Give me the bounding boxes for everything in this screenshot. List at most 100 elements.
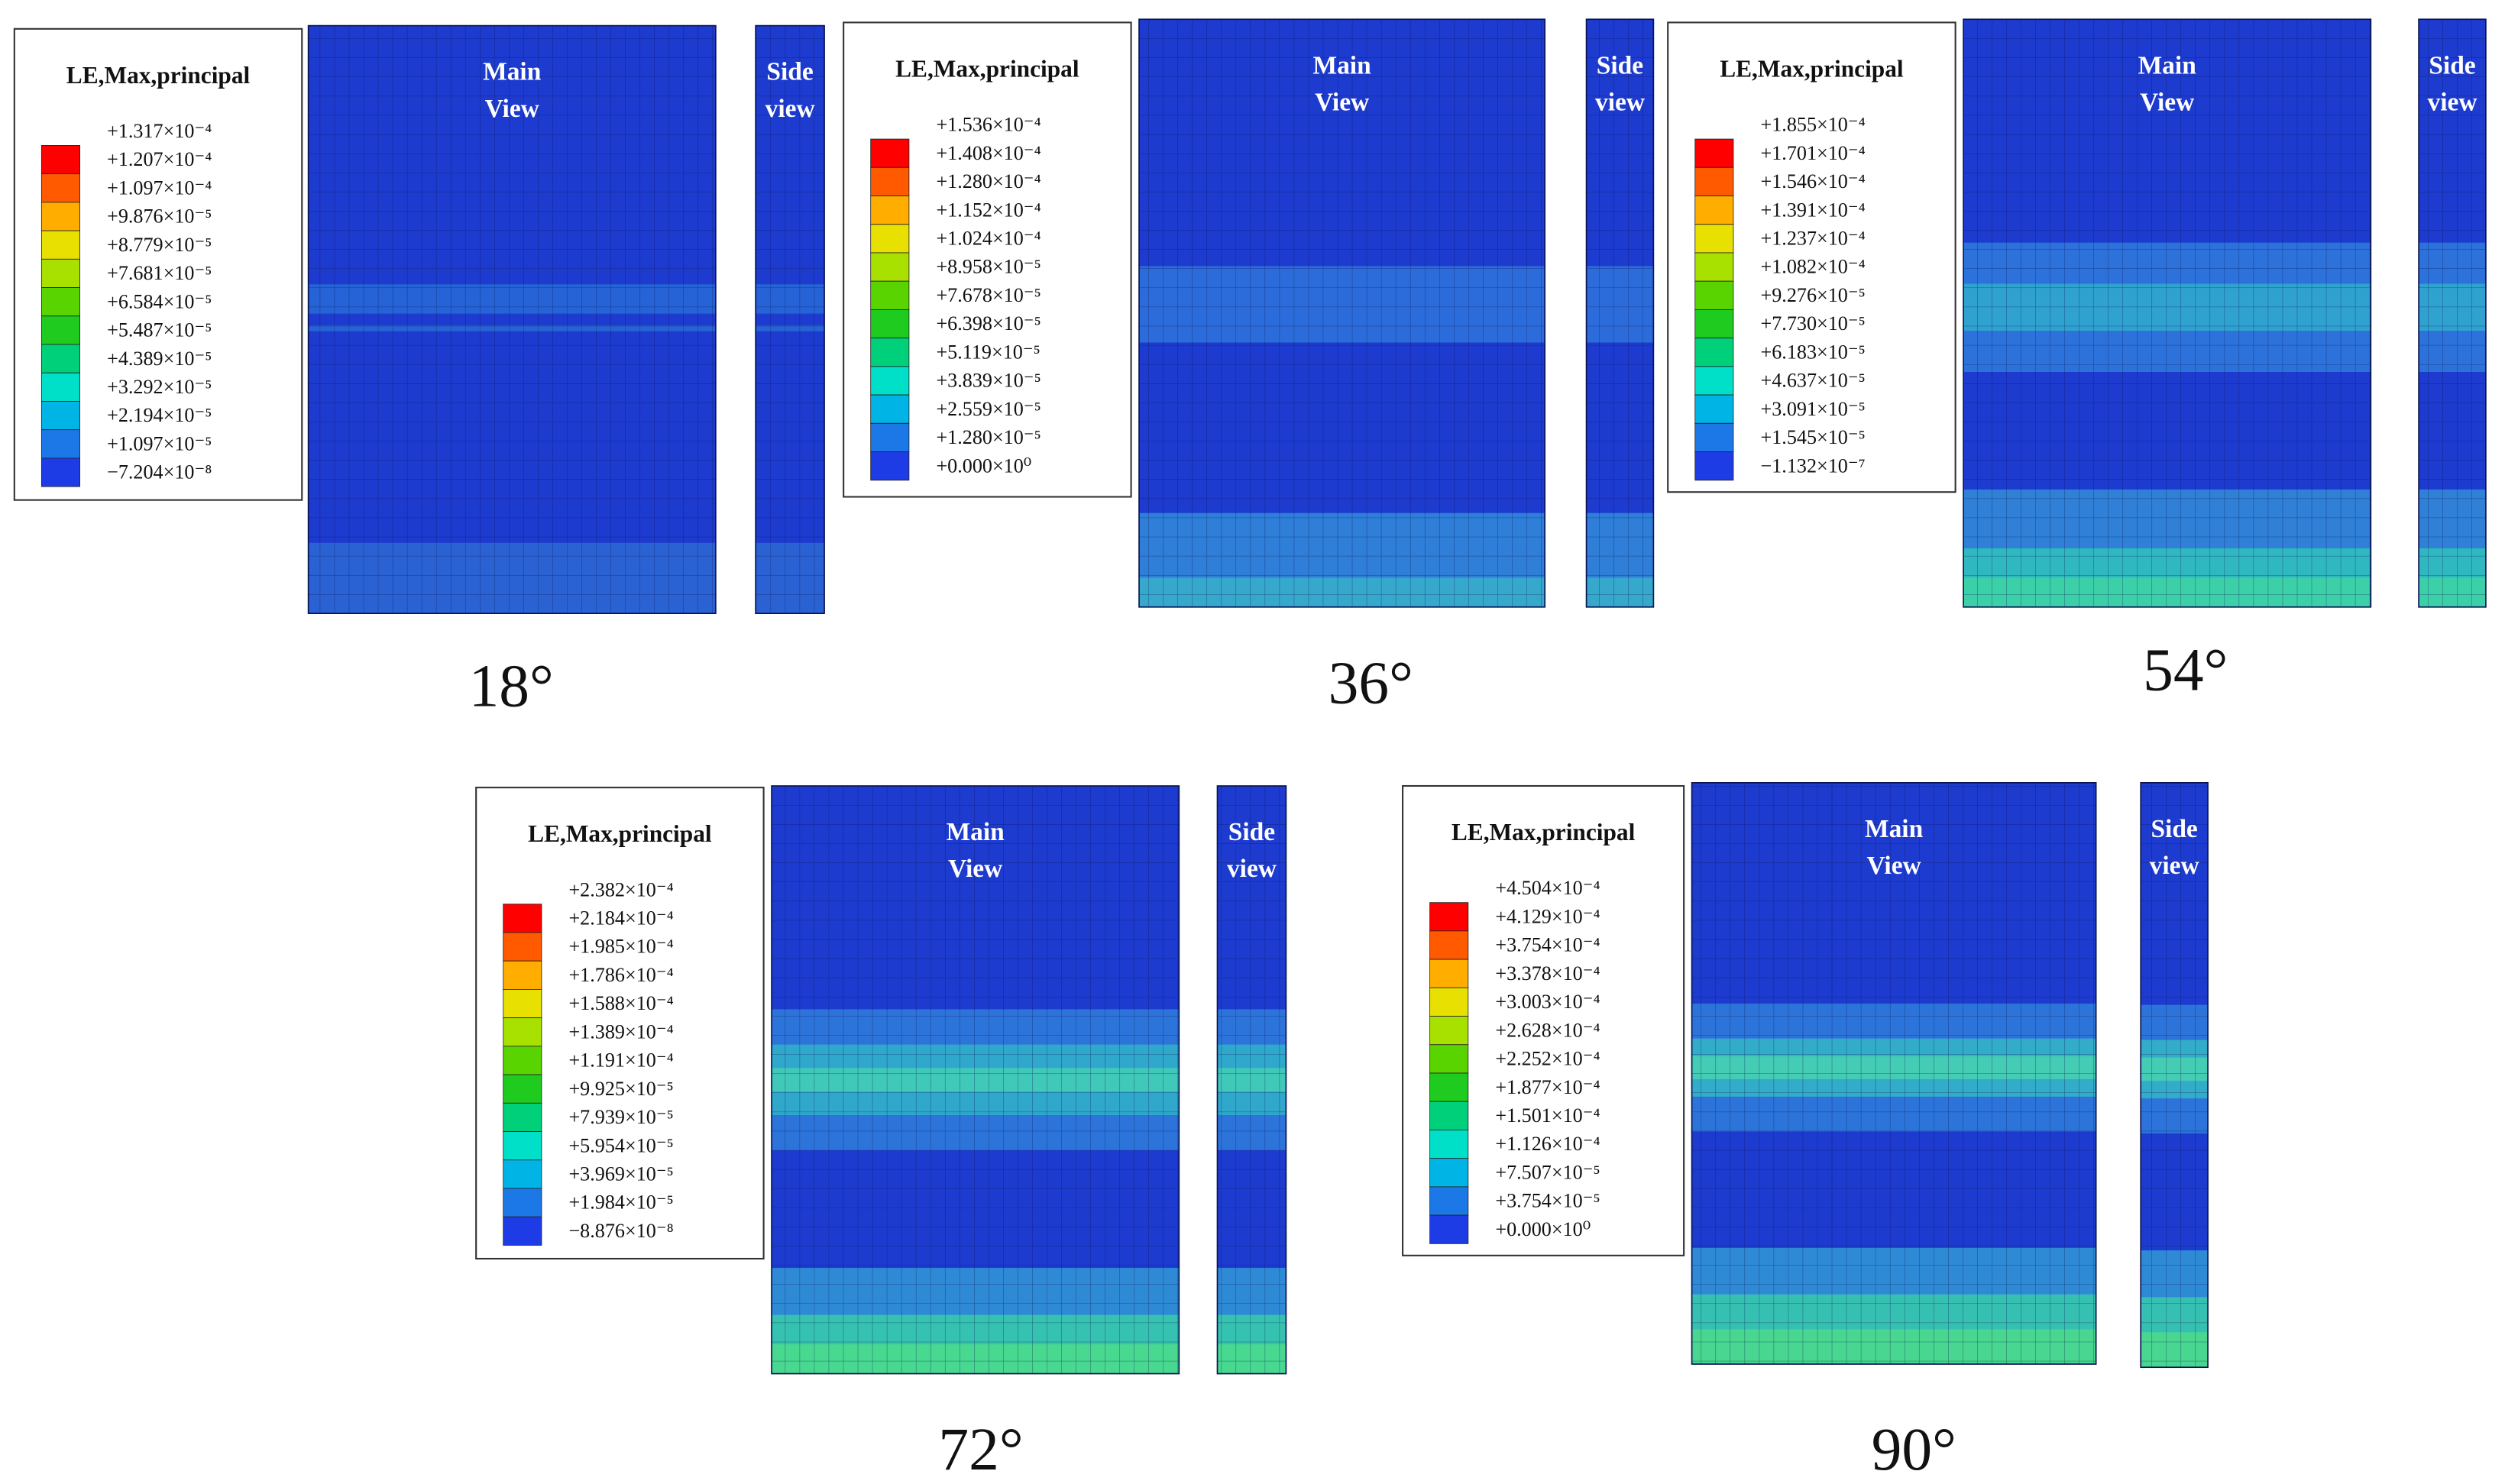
legend-swatch	[1694, 309, 1734, 339]
legend-title: LE,Max,principal	[528, 820, 712, 847]
legend-swatch	[1694, 224, 1734, 254]
legend-swatch	[1694, 138, 1734, 168]
side-view-label: Side	[2151, 815, 2197, 843]
legend-label: +7.678×10⁻⁵	[936, 284, 1041, 306]
legend-label: +1.389×10⁻⁴	[568, 1020, 673, 1043]
legend-swatch	[1694, 280, 1734, 310]
legend-title: LE,Max,principal	[1720, 56, 1904, 82]
legend-label: +1.097×10⁻⁵	[107, 432, 212, 454]
legend-label: +1.237×10⁻⁴	[1761, 228, 1866, 250]
legend-label: +1.501×10⁻⁴	[1495, 1104, 1600, 1127]
legend-swatch	[40, 315, 80, 345]
legend-label: +2.382×10⁻⁴	[568, 878, 673, 900]
legend-label: +9.925×10⁻⁵	[568, 1078, 673, 1100]
legend-swatch	[40, 230, 80, 260]
legend-swatch	[870, 309, 910, 339]
main-view-label: View	[485, 95, 539, 123]
legend-label: +1.408×10⁻⁴	[936, 142, 1041, 164]
main-view-label: Main	[2138, 51, 2197, 79]
legend-label: +1.207×10⁻⁴	[107, 148, 212, 170]
legend-swatch	[870, 394, 910, 424]
legend-swatch	[40, 202, 80, 231]
panel: LE,Max,principal +4.504×10⁻⁴ +4.129×10⁻⁴ +3…	[1402, 781, 2209, 1483]
mesh	[307, 24, 717, 614]
legend-title: LE,Max,principal	[66, 62, 251, 89]
legend-label: +1.152×10⁻⁴	[936, 199, 1041, 221]
main-view-label: Main	[483, 58, 542, 86]
legend-swatch	[1694, 338, 1734, 367]
mesh	[2140, 781, 2209, 1369]
legend-label: +1.984×10⁻⁵	[568, 1191, 673, 1214]
legend-label: +1.786×10⁻⁴	[568, 964, 673, 986]
legend-label: +6.183×10⁻⁵	[1761, 341, 1866, 363]
legend-swatch	[40, 344, 80, 373]
legend-swatch	[1694, 252, 1734, 282]
legend-swatch	[40, 372, 80, 402]
mesh	[771, 785, 1180, 1375]
legend-label: +9.876×10⁻⁵	[107, 205, 212, 228]
legend-swatch	[1694, 366, 1734, 396]
legend-label: +3.754×10⁻⁵	[1495, 1190, 1600, 1212]
legend-label: +4.129×10⁻⁴	[1495, 905, 1600, 927]
legend-swatch	[40, 401, 80, 431]
legend-swatch	[40, 173, 80, 203]
legend-label: +2.628×10⁻⁴	[1495, 1019, 1600, 1041]
panel: LE,Max,principal +1.536×10⁻⁴ +1.408×10⁻⁴ +1…	[843, 18, 1655, 716]
mesh	[1691, 781, 2097, 1365]
legend-label: +4.389×10⁻⁵	[107, 348, 212, 370]
legend-label: +0.000×10⁰	[1495, 1218, 1591, 1240]
legend-swatch	[503, 1188, 542, 1217]
mesh	[1138, 18, 1546, 608]
legend-swatch	[503, 1102, 542, 1132]
legend-swatch	[870, 451, 910, 481]
legend-label: +6.398×10⁻⁵	[936, 312, 1041, 335]
legend-swatch	[1429, 1072, 1469, 1102]
legend-label: +1.545×10⁻⁵	[1761, 426, 1866, 448]
legend-title: LE,Max,principal	[1452, 819, 1636, 845]
legend-swatch	[40, 429, 80, 459]
legend-swatch	[1694, 451, 1734, 481]
panel: LE,Max,principal +1.855×10⁻⁴ +1.701×10⁻⁴ +1…	[1667, 18, 2487, 704]
legend-label: +6.584×10⁻⁵	[107, 290, 212, 312]
legend-label: +1.317×10⁻⁴	[107, 120, 212, 142]
legend-label: +2.559×10⁻⁵	[936, 398, 1041, 420]
legend-label: +1.280×10⁻⁴	[936, 170, 1041, 192]
legend-swatch	[1429, 1101, 1469, 1130]
side-view-label: view	[1227, 855, 1277, 883]
angle-label: 18°	[469, 652, 554, 719]
legend-label: +9.276×10⁻⁵	[1761, 284, 1866, 306]
legend-swatch	[503, 1159, 542, 1189]
legend-label: +1.024×10⁻⁴	[936, 228, 1041, 250]
angle-label: 90°	[1872, 1416, 1956, 1483]
panel: LE,Max,principal +2.382×10⁻⁴ +2.184×10⁻⁴ +1…	[475, 785, 1287, 1483]
legend-swatch	[1429, 987, 1469, 1017]
legend-label: +4.637×10⁻⁵	[1761, 370, 1866, 392]
panel: LE,Max,principal +1.317×10⁻⁴ +1.207×10⁻⁴ +1…	[13, 24, 825, 719]
legend-label: +8.779×10⁻⁵	[107, 234, 212, 256]
legend-swatch	[40, 258, 80, 288]
legend-swatch	[503, 1216, 542, 1246]
legend-label: +1.536×10⁻⁴	[936, 114, 1041, 136]
legend-swatch	[1429, 902, 1469, 932]
legend-swatch	[870, 252, 910, 282]
main-view-label: Main	[947, 818, 1005, 846]
legend-swatch	[1694, 167, 1734, 196]
legend-label: +8.958×10⁻⁵	[936, 256, 1041, 278]
legend-label: +3.378×10⁻⁴	[1495, 962, 1600, 984]
legend-swatch	[503, 1017, 542, 1047]
mesh	[755, 24, 825, 614]
legend-label: +3.969×10⁻⁵	[568, 1163, 673, 1185]
legend-label: +1.280×10⁻⁵	[936, 426, 1041, 448]
legend-swatch	[1429, 1130, 1469, 1159]
main-view-label: View	[2140, 88, 2194, 116]
legend-swatch	[40, 457, 80, 487]
legend-label: +7.939×10⁻⁵	[568, 1106, 673, 1128]
legend-label: +3.091×10⁻⁵	[1761, 398, 1866, 420]
legend-label: +7.507×10⁻⁵	[1495, 1161, 1600, 1183]
legend-label: +3.839×10⁻⁵	[936, 370, 1041, 392]
legend-label: +7.730×10⁻⁵	[1761, 312, 1866, 335]
legend-swatch	[1429, 930, 1469, 960]
legend-swatch	[1694, 422, 1734, 452]
